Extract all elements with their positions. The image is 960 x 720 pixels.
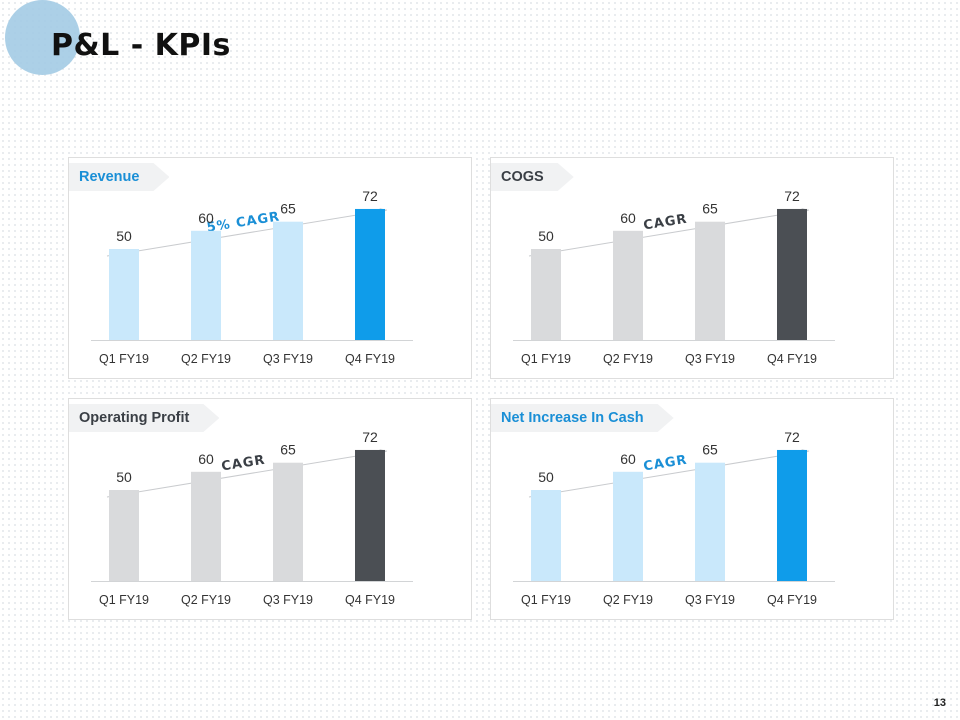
data-label: 65 — [280, 442, 296, 458]
bar — [695, 462, 725, 581]
cogs-panel: COGS CAGR 50 Q1 FY19 60 Q2 FY19 65 Q3 FY19 72 Q4… — [490, 157, 894, 379]
x-tick-label: Q3 FY19 — [263, 593, 313, 607]
x-tick-label: Q2 FY19 — [603, 593, 653, 607]
data-label: 60 — [198, 451, 214, 467]
data-label: 60 — [198, 210, 214, 226]
bar — [355, 208, 385, 340]
cagr-arrow — [528, 449, 810, 498]
net-increase-in-cash-panel: Net Increase In Cash CAGR 50 Q1 FY19 60 Q2 F… — [490, 398, 894, 620]
data-label: 65 — [280, 201, 296, 217]
data-label: 50 — [116, 228, 132, 244]
data-label: 72 — [784, 188, 800, 204]
bar — [531, 490, 561, 581]
x-tick-label: Q2 FY19 — [181, 593, 231, 607]
panel-tag: Revenue — [69, 163, 169, 191]
x-tick-label: Q1 FY19 — [521, 593, 571, 607]
x-tick-label: Q3 FY19 — [263, 352, 313, 366]
bar — [273, 221, 303, 340]
data-label: 60 — [620, 210, 636, 226]
data-label: 50 — [538, 469, 554, 485]
cogs-chart: CAGR 50 Q1 FY19 60 Q2 FY19 65 Q3 FY19 72 Q4 FY19 — [513, 188, 835, 366]
bar — [355, 449, 385, 581]
x-tick-label: Q1 FY19 — [99, 352, 149, 366]
cagr-arrow — [528, 208, 810, 257]
x-tick-label: Q4 FY19 — [345, 352, 395, 366]
panel-tag: Operating Profit — [69, 404, 219, 432]
revenue-panel: Revenue 5% CAGR 50 Q1 FY19 60 Q2 FY19 65 Q3 FY… — [68, 157, 472, 379]
data-label: 65 — [702, 442, 718, 458]
x-tick-label: Q3 FY19 — [685, 352, 735, 366]
x-tick-label: Q1 FY19 — [99, 593, 149, 607]
x-tick-label: Q2 FY19 — [181, 352, 231, 366]
data-label: 60 — [620, 451, 636, 467]
bar — [109, 490, 139, 581]
decorative-circle — [5, 0, 80, 75]
operating-profit-chart: CAGR 50 Q1 FY19 60 Q2 FY19 65 Q3 FY19 72 Q4 FY19 — [91, 429, 413, 607]
bar — [695, 221, 725, 340]
data-label: 72 — [362, 429, 378, 445]
bar — [191, 230, 221, 340]
bar — [109, 249, 139, 340]
panel-tag: COGS — [491, 163, 574, 191]
bar — [531, 249, 561, 340]
cagr-arrow — [106, 208, 388, 257]
page-number: 13 — [933, 697, 946, 709]
bar — [273, 462, 303, 581]
x-tick-label: Q1 FY19 — [521, 352, 571, 366]
bar — [777, 449, 807, 581]
data-label: 65 — [702, 201, 718, 217]
bar — [777, 208, 807, 340]
net-increase-in-cash-chart: CAGR 50 Q1 FY19 60 Q2 FY19 65 Q3 FY19 72 Q4 FY19 — [513, 429, 835, 607]
x-tick-label: Q3 FY19 — [685, 593, 735, 607]
operating-profit-panel: Operating Profit CAGR 50 Q1 FY19 60 Q2 FY19 6… — [68, 398, 472, 620]
panel-tag: Net Increase In Cash — [491, 404, 674, 432]
data-label: 72 — [784, 429, 800, 445]
cagr-arrow — [106, 449, 388, 498]
data-label: 50 — [116, 469, 132, 485]
data-label: 50 — [538, 228, 554, 244]
x-tick-label: Q4 FY19 — [767, 593, 817, 607]
x-tick-label: Q2 FY19 — [603, 352, 653, 366]
page-title: P&L - KPIs — [51, 28, 231, 63]
data-label: 72 — [362, 188, 378, 204]
bar — [613, 230, 643, 340]
x-tick-label: Q4 FY19 — [345, 593, 395, 607]
bar — [191, 471, 221, 581]
bar — [613, 471, 643, 581]
cagr-label: CAGR — [220, 453, 266, 475]
cagr-label: CAGR — [642, 212, 688, 234]
x-tick-label: Q4 FY19 — [767, 352, 817, 366]
cagr-label: CAGR — [642, 453, 688, 475]
